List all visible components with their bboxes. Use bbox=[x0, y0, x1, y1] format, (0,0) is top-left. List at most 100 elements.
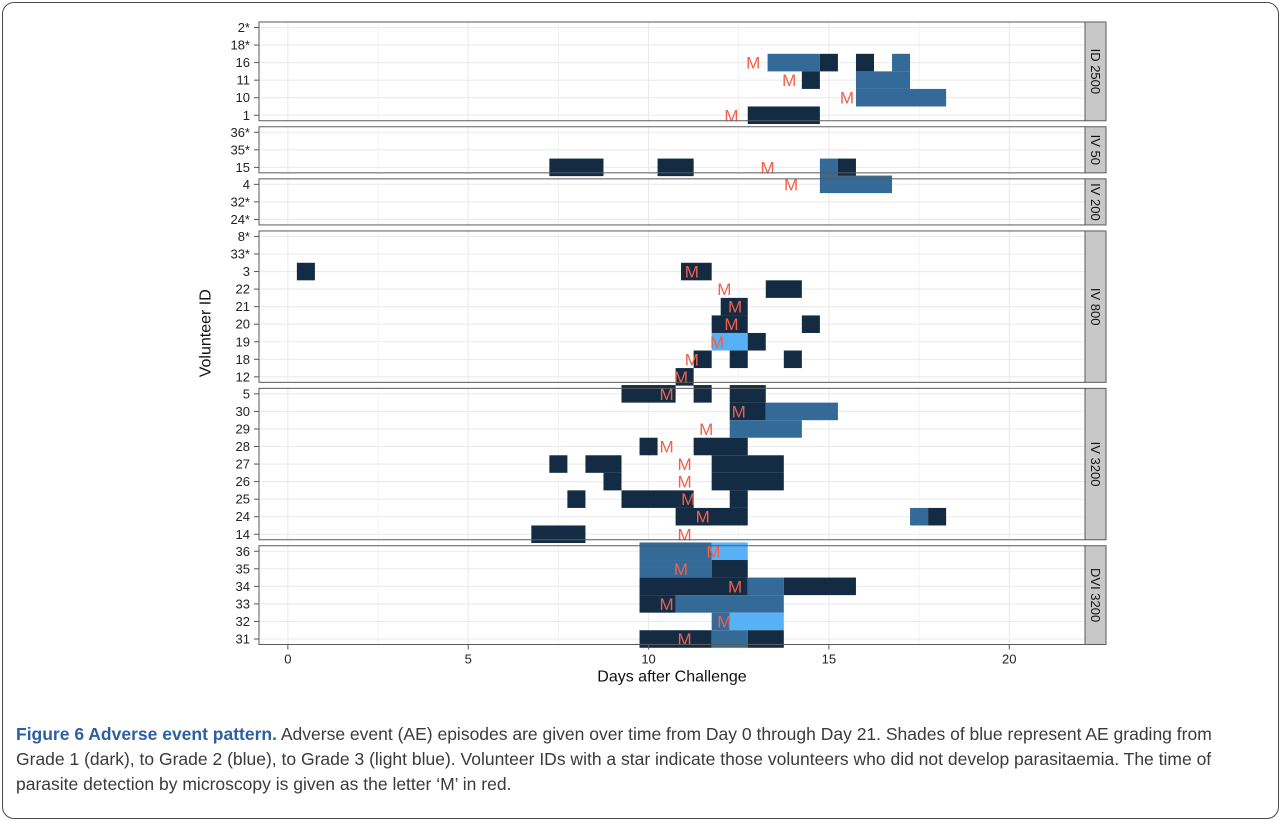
facet-strip bbox=[1084, 387, 1107, 541]
ae-episode-cell bbox=[657, 158, 694, 177]
ae-episode-cell bbox=[567, 490, 586, 508]
ae-episode-cell bbox=[693, 350, 712, 369]
microscopy-marker: M bbox=[660, 385, 674, 404]
facet-strip bbox=[1084, 126, 1107, 174]
y-tick-label: 8* bbox=[238, 229, 250, 244]
ae-episode-cell bbox=[621, 385, 676, 403]
ae-episode-cell bbox=[720, 297, 748, 316]
microscopy-marker: M bbox=[674, 368, 688, 387]
ae-episode-cell bbox=[549, 455, 568, 473]
y-tick-label: 33 bbox=[236, 596, 250, 611]
microscopy-marker: M bbox=[674, 560, 688, 579]
ae-episode-cell bbox=[603, 472, 622, 491]
y-axis-title: Volunteer ID bbox=[198, 289, 215, 377]
microscopy-marker: M bbox=[724, 106, 738, 125]
ae-episode-cell bbox=[783, 350, 802, 369]
y-tick-label: 34 bbox=[236, 579, 250, 594]
microscopy-marker: M bbox=[685, 350, 699, 369]
ae-episode-cell bbox=[296, 262, 315, 281]
y-tick-label: 35* bbox=[230, 142, 250, 157]
ae-episode-cell bbox=[892, 53, 911, 72]
ae-episode-cell bbox=[729, 402, 766, 421]
y-tick-label: 28 bbox=[236, 439, 250, 454]
y-tick-label: 4 bbox=[243, 177, 250, 192]
facet-label: IV 800 bbox=[1088, 288, 1103, 326]
ae-episode-cell bbox=[747, 577, 784, 596]
y-tick-label: 22 bbox=[236, 282, 250, 297]
ae-episode-cell bbox=[693, 437, 748, 456]
y-tick-label: 21 bbox=[236, 299, 250, 314]
y-tick-label: 27 bbox=[236, 457, 250, 472]
ae-episode-cell bbox=[729, 350, 748, 369]
microscopy-marker: M bbox=[728, 298, 742, 317]
ae-episode-cell bbox=[711, 455, 784, 473]
facet-strip bbox=[1084, 21, 1107, 122]
ae-episode-cell bbox=[729, 420, 802, 438]
ae-episode-cell bbox=[928, 507, 947, 526]
ae-episode-cell bbox=[675, 507, 748, 526]
y-tick-label: 3 bbox=[243, 264, 250, 279]
ae-episode-cell bbox=[767, 53, 820, 72]
microscopy-marker: M bbox=[710, 333, 724, 352]
microscopy-marker: M bbox=[760, 158, 774, 177]
y-tick-label: 30 bbox=[236, 404, 250, 419]
ae-episode-cell bbox=[819, 158, 838, 177]
microscopy-marker: M bbox=[678, 455, 692, 474]
ae-episode-cell bbox=[549, 158, 604, 177]
ae-episode-cell bbox=[837, 158, 856, 177]
ae-episode-cell bbox=[747, 630, 784, 648]
ae-episode-cell bbox=[711, 472, 784, 491]
microscopy-marker: M bbox=[678, 473, 692, 492]
y-tick-label: 31 bbox=[236, 632, 250, 647]
microscopy-marker: M bbox=[681, 490, 695, 509]
y-tick-label: 26 bbox=[236, 474, 250, 489]
microscopy-marker: M bbox=[660, 438, 674, 457]
y-tick-label: 36 bbox=[236, 544, 250, 559]
panel-background bbox=[259, 22, 1085, 121]
ae-episode-cell bbox=[639, 437, 658, 456]
ae-episode-cell bbox=[765, 402, 838, 421]
ae-episode-cell bbox=[729, 490, 748, 508]
y-tick-label: 18 bbox=[236, 352, 250, 367]
ae-episode-cell bbox=[639, 595, 676, 613]
y-tick-label: 24 bbox=[236, 509, 250, 524]
ae-episode-cell bbox=[585, 455, 622, 473]
ae-episode-cell bbox=[729, 612, 784, 631]
x-tick-label: 5 bbox=[465, 652, 472, 667]
microscopy-marker: M bbox=[784, 175, 798, 194]
ae-episode-cell bbox=[711, 332, 748, 351]
ae-episode-cell bbox=[531, 525, 586, 544]
y-tick-label: 16 bbox=[236, 55, 250, 70]
ae-episode-cell bbox=[675, 595, 784, 613]
ae-episode-cell bbox=[681, 262, 712, 281]
y-tick-label: 32* bbox=[230, 194, 250, 209]
facet-label: IV 50 bbox=[1088, 135, 1103, 165]
ae-episode-cell bbox=[711, 315, 748, 333]
ae-episode-cell bbox=[639, 542, 712, 561]
ae-episode-cell bbox=[783, 577, 856, 596]
ae-episode-cell bbox=[711, 630, 748, 648]
microscopy-marker: M bbox=[678, 525, 692, 544]
facet-strip bbox=[1084, 230, 1107, 383]
facet-label: ID 2500 bbox=[1088, 49, 1103, 95]
y-tick-label: 33* bbox=[230, 247, 250, 262]
y-tick-label: 19 bbox=[236, 334, 250, 349]
microscopy-marker: M bbox=[696, 508, 710, 527]
ae-episode-cell bbox=[639, 630, 712, 648]
microscopy-marker: M bbox=[728, 577, 742, 596]
ae-episode-cell bbox=[819, 175, 893, 194]
y-tick-label: 14 bbox=[236, 527, 250, 542]
caption-text: Adverse event (AE) episodes are given ov… bbox=[16, 724, 1212, 794]
ae-episode-cell bbox=[639, 577, 748, 596]
facet-strip bbox=[1084, 178, 1107, 226]
microscopy-marker: M bbox=[699, 420, 713, 439]
x-tick-label: 20 bbox=[1002, 652, 1016, 667]
microscopy-marker: M bbox=[732, 402, 746, 421]
y-tick-label: 20 bbox=[236, 317, 250, 332]
ae-episode-cell bbox=[855, 71, 911, 89]
microscopy-marker: M bbox=[706, 542, 720, 561]
ae-episode-cell bbox=[747, 106, 820, 125]
ae-episode-cell bbox=[621, 490, 694, 508]
y-tick-label: 10 bbox=[236, 90, 250, 105]
ae-episode-cell bbox=[819, 53, 838, 72]
